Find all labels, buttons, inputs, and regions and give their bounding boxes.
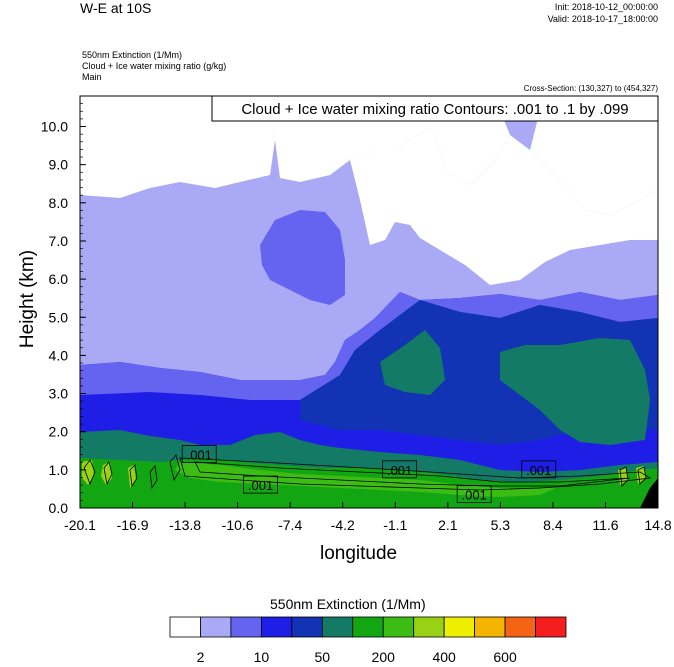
x-tick-label: 2.1	[438, 517, 458, 533]
x-axis-label: longitude	[320, 543, 398, 564]
colorbar-swatch	[291, 616, 323, 638]
colorbar-swatch	[413, 616, 445, 638]
svg-text:.001: .001	[462, 488, 487, 503]
colorbar: 2 10 50 200 400 600	[169, 616, 567, 665]
valid-time: Valid: 2018-10-17_18:00:00	[547, 14, 658, 24]
y-tick-label: 4.0	[49, 347, 69, 363]
colorbar-tick-label: 2	[197, 649, 205, 665]
contour-label: .001	[456, 485, 492, 504]
mixing-ratio-contours	[83, 454, 652, 491]
colorbar-swatch	[230, 616, 262, 638]
colorbar-swatch	[321, 616, 354, 638]
x-tick-label: 8.4	[543, 517, 563, 533]
y-tick-label: 5.0	[49, 309, 69, 325]
colorbar-swatch	[443, 616, 476, 638]
colorbar-swatch	[382, 616, 415, 638]
contour-label: .001	[243, 475, 278, 494]
contour-label: .001	[181, 445, 217, 463]
contour-line-labels: .001 .001 .001 .001 .001	[181, 445, 557, 504]
contour-label: .001	[382, 460, 418, 479]
contour-label: .001	[521, 460, 557, 479]
colorbar-tick-label: 50	[315, 649, 331, 665]
colorbar-tick-label: 600	[493, 649, 517, 665]
x-tick-label: -10.6	[222, 517, 254, 533]
subtitle-extinction: 550nm Extinction (1/Mm)	[82, 50, 183, 60]
cross-section-label: Cross-Section: (130,327) to (454,327)	[523, 84, 658, 93]
y-tick-label: 2.0	[49, 424, 69, 440]
svg-text:.001: .001	[526, 463, 551, 478]
plot-title: W-E at 10S	[80, 0, 152, 16]
x-tick-label: -1.1	[383, 517, 407, 533]
colorbar-swatch	[260, 616, 293, 638]
colorbar-swatch	[504, 616, 536, 638]
svg-text:.001: .001	[387, 463, 412, 478]
y-tick-label: 10.0	[41, 119, 68, 135]
colorbar-swatch	[200, 616, 232, 638]
svg-text:.001: .001	[248, 478, 273, 493]
y-axis-label: Height (km)	[17, 249, 38, 349]
y-tick-label: 8.0	[49, 195, 69, 211]
x-tick-label: 11.6	[592, 517, 618, 533]
x-tick-label: -13.8	[169, 517, 201, 533]
y-tick-label: 0.0	[49, 500, 69, 516]
svg-text:.001: .001	[187, 448, 212, 463]
contour-legend-text: Cloud + Ice water mixing ratio Contours:…	[241, 101, 628, 118]
contour-legend-box	[211, 95, 659, 122]
x-tick-label: -16.9	[117, 517, 149, 533]
y-tick-label: 1.0	[49, 462, 69, 478]
extinction-field	[80, 96, 658, 508]
y-tick-label: 7.0	[49, 233, 69, 249]
y-tick-label: 3.0	[49, 386, 69, 402]
colorbar-swatch	[169, 616, 201, 638]
x-tick-label: -4.2	[331, 517, 355, 533]
colorbar-tick-label: 10	[254, 649, 270, 665]
y-tick-label: 6.0	[49, 271, 69, 287]
x-tick-label: -7.4	[278, 517, 302, 533]
x-tick-label: 5.3	[491, 517, 511, 533]
colorbar-swatch	[474, 616, 506, 638]
x-axis: -20.1 -16.9 -13.8 -10.6 -7.4 -4.2 -1.1 2.1 5.3 8.…	[64, 502, 672, 533]
colorbar-tick-label: 200	[372, 649, 396, 665]
y-axis: 0.0 1.0 2.0 3.0 4.0 5.0 6.0 7.0 8.0 9.0 10.0	[41, 95, 86, 516]
x-tick-label: 14.8	[644, 517, 671, 533]
x-tick-label: -20.1	[64, 517, 96, 533]
subtitle-main: Main	[82, 72, 102, 82]
subtitle-mixing-ratio: Cloud + Ice water mixing ratio (g/kg)	[82, 61, 227, 71]
init-time: Init: 2018-10-12_00:00:00	[554, 2, 658, 12]
colorbar-swatch	[535, 616, 567, 638]
colorbar-tick-label: 400	[432, 649, 456, 665]
colorbar-swatch	[352, 616, 384, 638]
colorbar-title: 550nm Extinction (1/Mm)	[270, 596, 426, 612]
y-tick-label: 9.0	[49, 157, 69, 173]
